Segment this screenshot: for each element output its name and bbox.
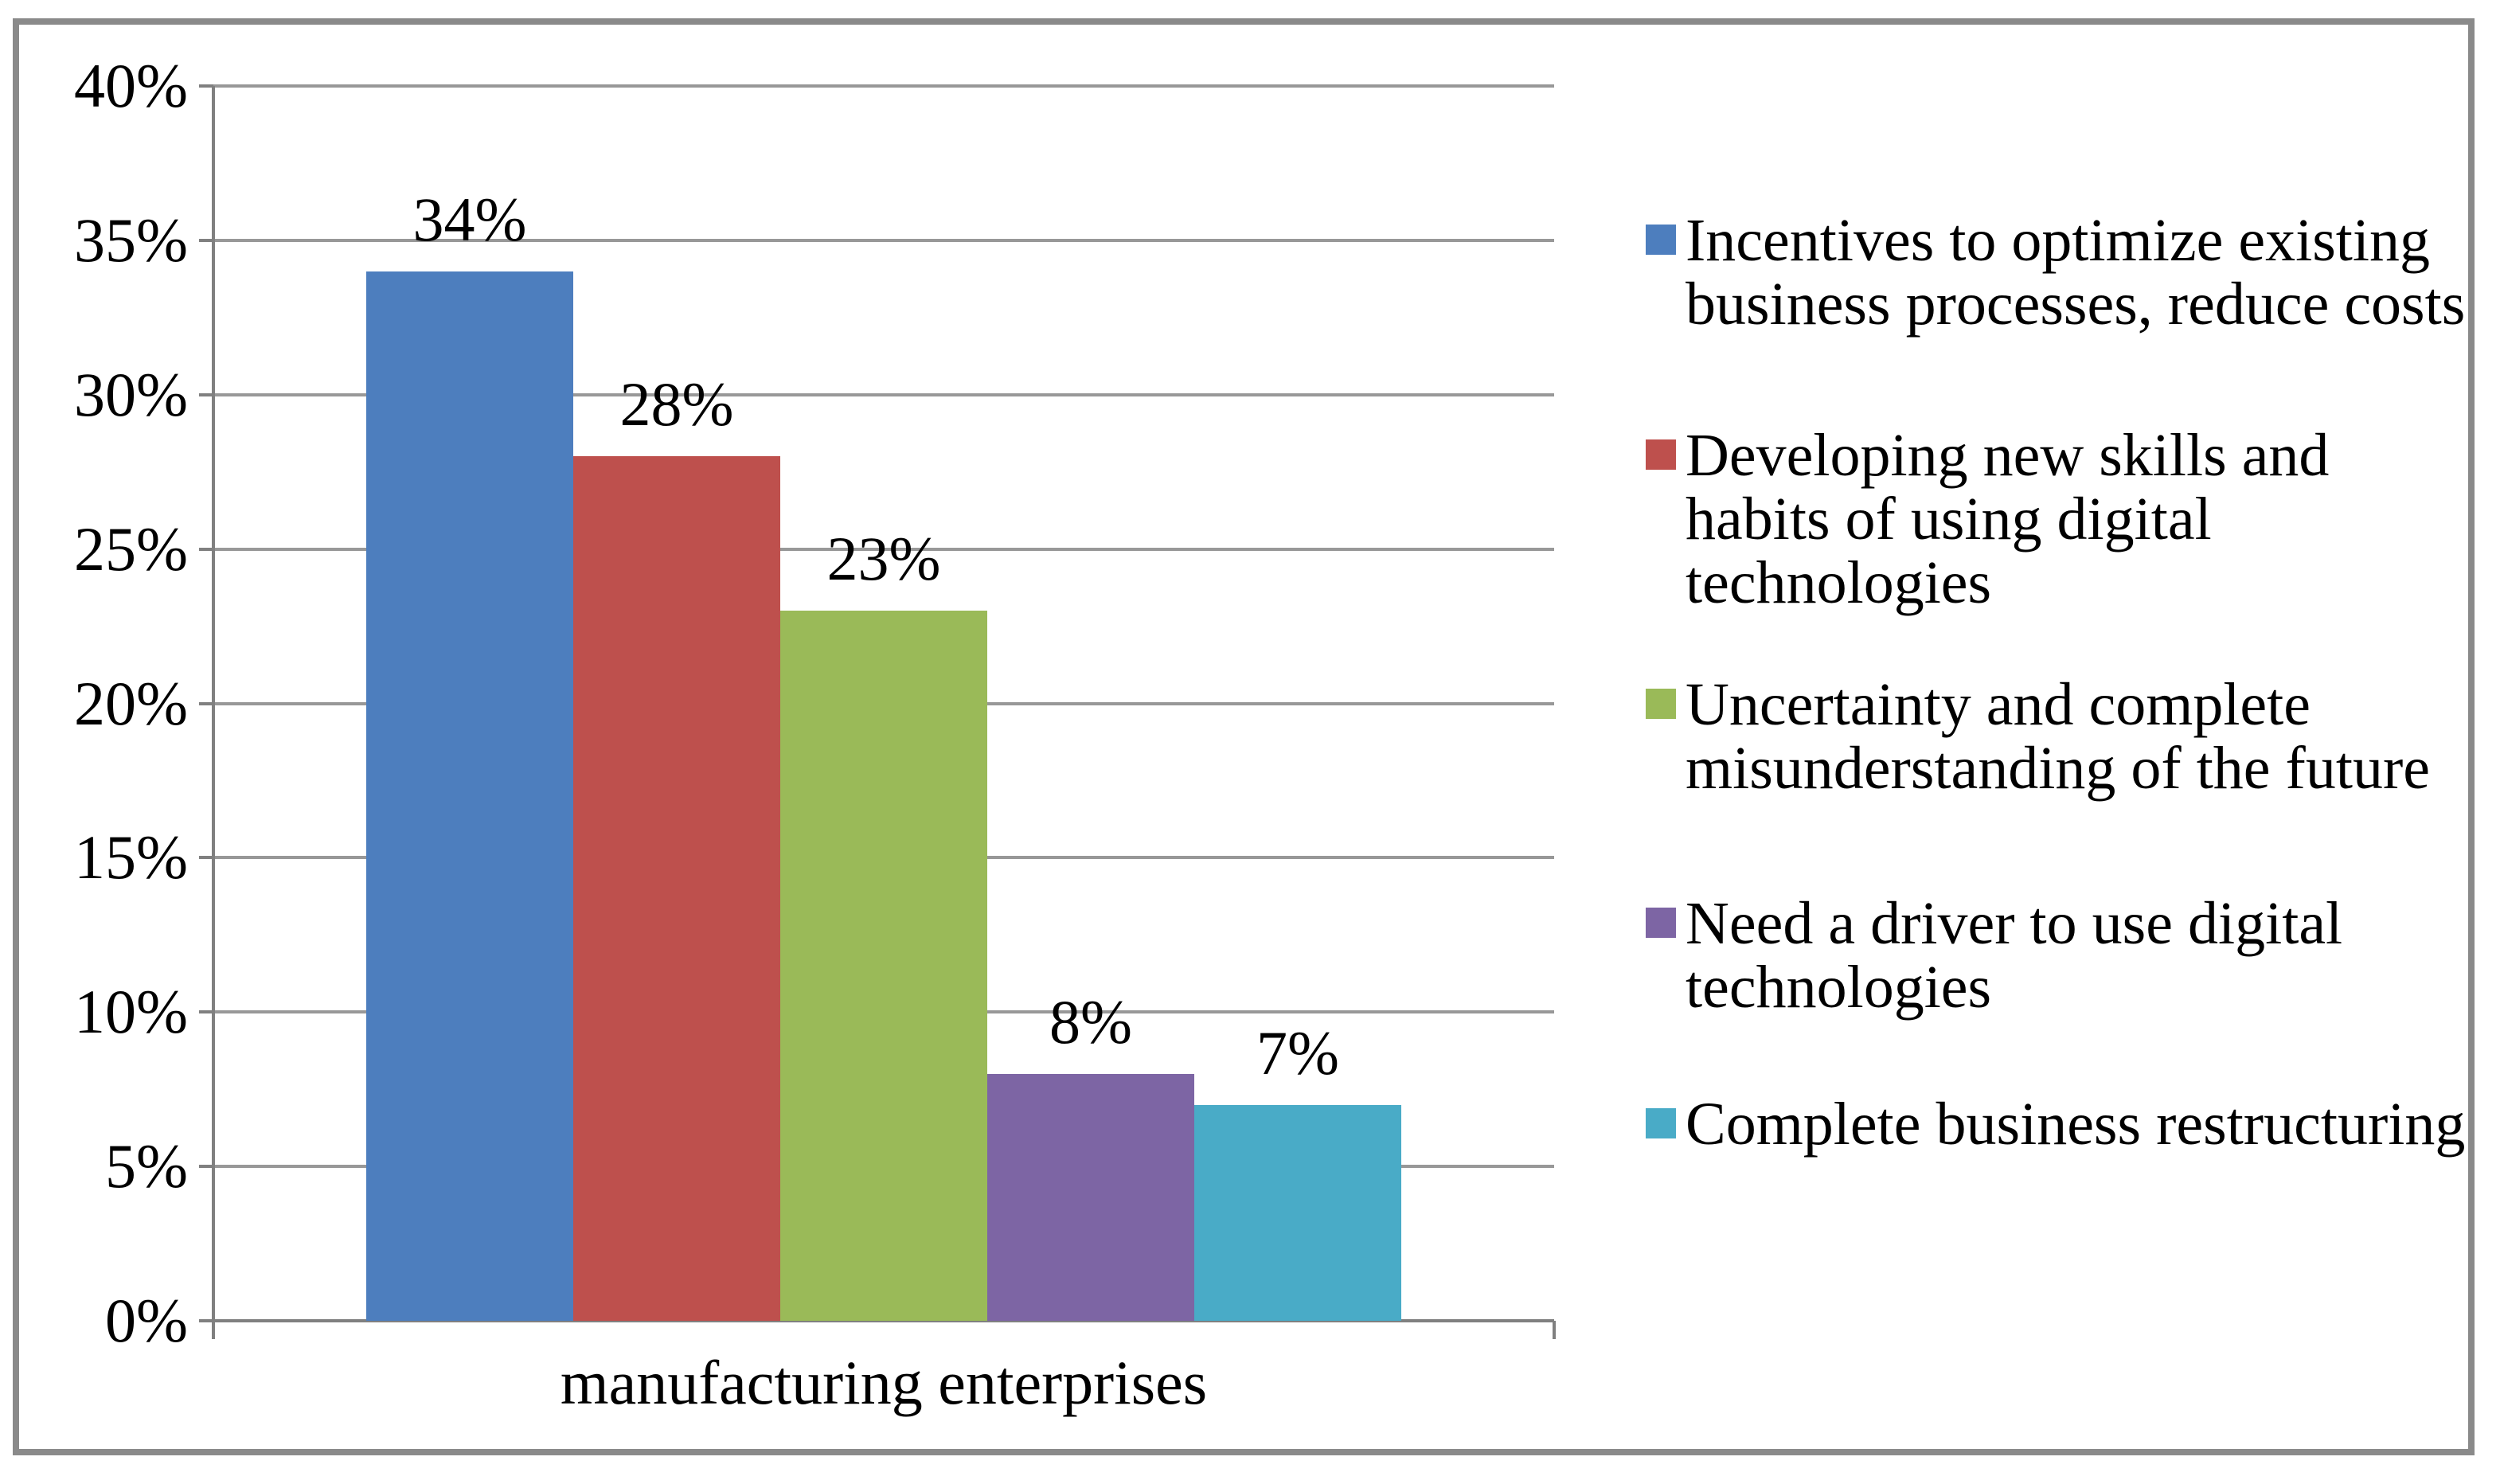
legend-swatch-icon xyxy=(1646,908,1676,938)
legend-label-line: Need a driver to use digital xyxy=(1686,890,2343,957)
bar-series-5 xyxy=(1194,1105,1401,1321)
y-tick-label-5%: 5% xyxy=(105,1131,188,1201)
x-axis-category-label: manufacturing enterprises xyxy=(560,1348,1208,1417)
legend-item-label: Complete business restructuring xyxy=(1686,1092,2465,1156)
gridline-35% xyxy=(213,238,1554,242)
y-tick-label-20%: 20% xyxy=(74,668,188,738)
legend-item-2: Developing new skills and habits of using… xyxy=(1646,424,2474,615)
y-tick-label-10%: 10% xyxy=(74,977,188,1047)
y-tick-30% xyxy=(199,392,213,396)
y-axis-line xyxy=(212,86,215,1339)
y-tick-20% xyxy=(199,701,213,705)
legend-swatch-icon xyxy=(1646,1108,1676,1138)
legend-swatch-icon xyxy=(1646,439,1676,470)
legend-item-5: Complete business restructuring xyxy=(1646,1092,2474,1156)
bar-value-label-5: 7% xyxy=(1256,1018,1339,1088)
bar-series-1 xyxy=(366,271,573,1321)
bar-value-label-3: 23% xyxy=(826,524,941,593)
y-tick-10% xyxy=(199,1010,213,1014)
legend-label-line: Incentives to optimize existing xyxy=(1686,207,2431,274)
legend-label-line: habits of using digital xyxy=(1686,486,2212,553)
y-tick-15% xyxy=(199,856,213,860)
legend-item-label: Developing new skills and habits of using… xyxy=(1686,424,2329,615)
y-tick-25% xyxy=(199,547,213,551)
y-tick-label-0%: 0% xyxy=(105,1286,188,1355)
legend-label-line: Developing new skills and xyxy=(1686,422,2330,489)
y-tick-label-35%: 35% xyxy=(74,205,188,275)
legend-label-line: technologies xyxy=(1686,954,1992,1021)
bar-series-3 xyxy=(780,611,987,1321)
x-axis-line xyxy=(199,1319,1554,1322)
bar-value-label-1: 34% xyxy=(412,185,527,254)
legend-swatch-icon xyxy=(1646,225,1676,255)
legend-swatch-icon xyxy=(1646,689,1676,719)
legend-item-label: Incentives to optimize existing business … xyxy=(1686,209,2465,336)
legend-label-line: misunderstanding of the future xyxy=(1686,735,2431,802)
legend-item-1: Incentives to optimize existing business … xyxy=(1646,209,2474,336)
y-tick-label-40%: 40% xyxy=(74,51,188,120)
bar-series-4 xyxy=(987,1074,1194,1321)
figure-border xyxy=(13,18,2475,1455)
legend-label-line: business processes, reduce costs xyxy=(1686,271,2466,338)
y-tick-40% xyxy=(199,84,213,88)
y-tick-35% xyxy=(199,238,213,242)
bar-series-2 xyxy=(573,456,780,1321)
legend-label-line: technologies xyxy=(1686,549,1992,616)
gridline-30% xyxy=(213,392,1554,396)
y-tick-label-30%: 30% xyxy=(74,359,188,429)
gridline-25% xyxy=(213,547,1554,551)
legend-label-line: Uncertainty and complete xyxy=(1686,671,2311,738)
y-tick-5% xyxy=(199,1165,213,1169)
legend-item-3: Uncertainty and complete misunderstanding… xyxy=(1646,673,2474,800)
legend-item-label: Uncertainty and complete misunderstanding… xyxy=(1686,673,2430,800)
legend-label-line: Complete business restructuring xyxy=(1686,1091,2466,1158)
legend-item-4: Need a driver to use digital technologies xyxy=(1646,892,2474,1019)
y-tick-label-25%: 25% xyxy=(74,514,188,584)
legend-item-label: Need a driver to use digital technologies xyxy=(1686,892,2342,1019)
gridline-40% xyxy=(213,84,1554,88)
bar-value-label-2: 28% xyxy=(619,369,734,439)
x-axis-right-tick xyxy=(1553,1321,1556,1339)
bar-value-label-4: 8% xyxy=(1049,987,1132,1056)
y-tick-label-15%: 15% xyxy=(74,822,188,892)
